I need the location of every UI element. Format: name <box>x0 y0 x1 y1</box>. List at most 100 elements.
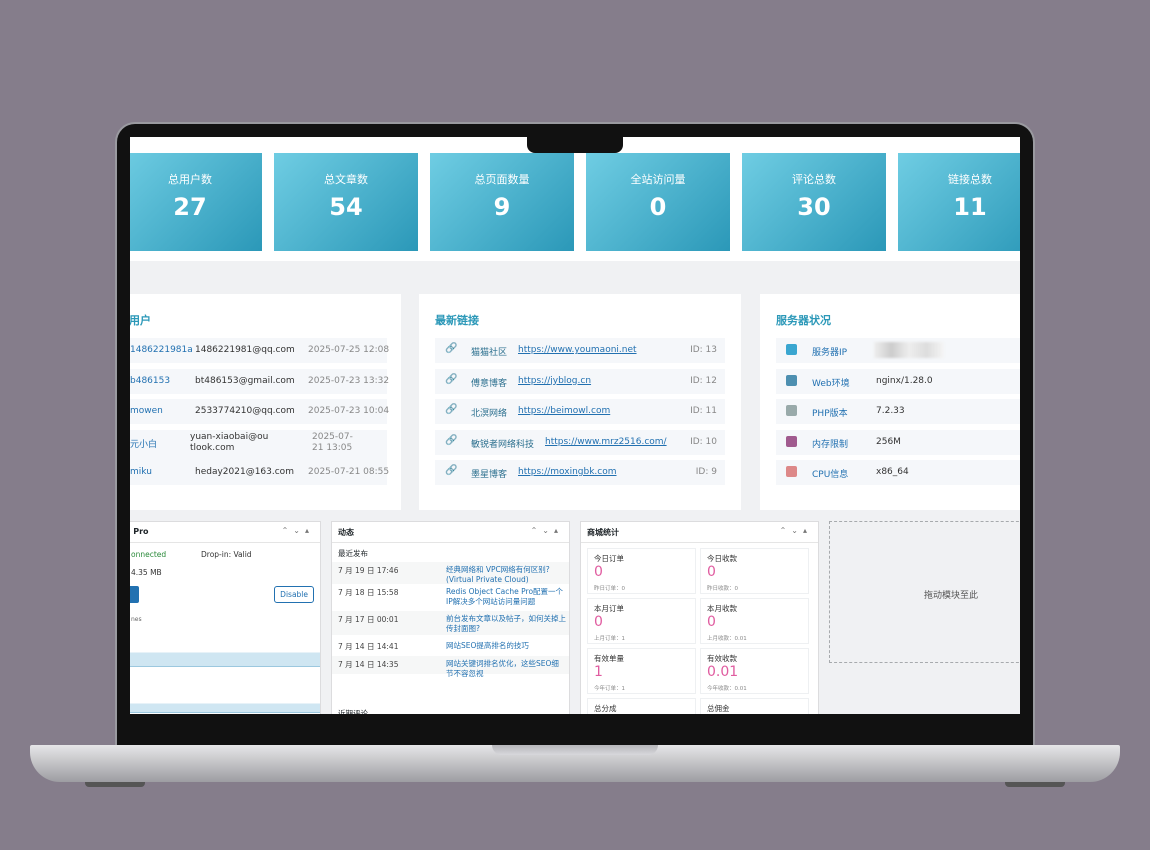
server-icon <box>786 466 797 477</box>
disable-button[interactable]: Disable <box>274 586 314 603</box>
link-id: ID: 12 <box>690 375 717 386</box>
shop-label: 有效单量 <box>594 654 624 663</box>
user-email: bt486153@gmail.com <box>195 375 295 386</box>
post-row: 7 月 19 日 17:46 经典网络和 VPC网络有何区别?(Virtual P… <box>332 562 569 586</box>
link-url[interactable]: https://jyblog.cn <box>518 375 592 386</box>
server-icon <box>786 344 797 355</box>
shop-value: 1 <box>594 664 603 680</box>
stat-value: 9 <box>493 193 511 221</box>
stat-label: 评论总数 <box>792 173 836 186</box>
server-label: 服务器IP <box>812 348 848 358</box>
user-name[interactable]: 元小白 <box>130 439 158 450</box>
link-row: 🔗 猫猫社区 https://www.youmaoni.net ID: 13 <box>435 338 725 363</box>
link-id: ID: 13 <box>690 345 717 355</box>
post-title[interactable]: 经典网络和 VPC网络有何区别?(Virtual Private Cloud) <box>446 565 550 584</box>
shop-label: 有效收款 <box>707 654 737 663</box>
stat-value: 0 <box>649 193 667 221</box>
shop-sub: 今年订单：1 <box>594 686 625 692</box>
link-id: ID: 11 <box>690 406 717 416</box>
widget-controls: ⌃⌄▴ <box>281 526 314 535</box>
server-value: nginx/1.28.0 <box>876 375 933 386</box>
stat-card: 评论总数 30 <box>742 153 886 251</box>
shop-sub: 昨日收款：0 <box>707 586 738 592</box>
shop-cell: 总佣金 <box>700 698 809 714</box>
shop-widget: 商城统计 ⌃⌄▴ 今日订单 0 昨日订单：0 今日收款 0 昨日收款：0 本月订单 0 上月订单：1… <box>580 521 819 714</box>
user-name[interactable]: b486153 <box>130 375 171 386</box>
stat-label: 全站访问量 <box>630 173 686 186</box>
post-row: 7 月 18 日 15:58 Redis Object Cache Pro配置一个… <box>332 584 569 608</box>
user-row: 元小白 yuan-xiaobai@outlook.com 2025-07-21 13… <box>130 429 387 460</box>
link-url[interactable]: https://beimowl.com <box>518 406 611 416</box>
stat-value: 54 <box>329 193 363 221</box>
link-url[interactable]: https://moxingbk.com <box>518 467 617 477</box>
user-name[interactable]: 1486221981a <box>130 345 193 355</box>
user-date: 2025-07-25 12:08 <box>308 345 390 355</box>
stat-value: 11 <box>953 193 987 221</box>
user-name[interactable]: miku <box>130 467 152 477</box>
server-label: PHP版本 <box>812 409 848 419</box>
shop-value: 0 <box>594 614 603 630</box>
link-icon: 🔗 <box>445 434 458 446</box>
widget-controls: ⌃⌄▴ <box>530 526 563 535</box>
link-icon: 🔗 <box>445 343 458 354</box>
camera-notch <box>527 137 623 153</box>
primary-button[interactable] <box>130 586 139 603</box>
widget-title: 动态 <box>338 528 354 537</box>
user-row: mowen 2533774210@qq.com 2025-07-23 10:04 <box>130 399 389 424</box>
server-row: PHP版本 7.2.33 <box>776 399 1020 424</box>
link-url[interactable]: https://www.youmaoni.net <box>518 345 637 355</box>
stat-card: 总文章数 54 <box>274 153 418 251</box>
stat-label: 总页面数量 <box>474 173 530 186</box>
shop-sub: 上月收款：0.01 <box>707 636 747 642</box>
link-row: 🔗 北溟网络 https://beimowl.com ID: 11 <box>435 399 725 424</box>
stat-value: 27 <box>173 193 207 221</box>
stat-card: 链接总数 11 <box>898 153 1020 251</box>
post-row: 7 月 17 日 00:01 前台发布文章以及帖子，如何关掉上传封面图? <box>332 611 569 635</box>
stat-label: 链接总数 <box>948 173 992 186</box>
shop-cell: 有效单量 1 今年订单：1 <box>587 648 696 694</box>
post-title[interactable]: Redis Object Cache Pro配置一个IP解决多个网站访问量问题 <box>446 587 564 606</box>
shop-cell: 本月收款 0 上月收款：0.01 <box>700 598 809 644</box>
shop-label: 本月订单 <box>594 604 624 613</box>
shop-value: 0 <box>594 564 603 580</box>
stat-value: 30 <box>797 193 831 221</box>
post-title[interactable]: 网站SEO提高排名的技巧 <box>446 641 529 650</box>
server-row: Web环境 nginx/1.28.0 <box>776 368 1020 394</box>
activity-widget: 动态 ⌃⌄▴ 最近发布 7 月 19 日 17:46 经典网络和 VPC网络有何区别?(… <box>331 521 570 714</box>
link-id: ID: 9 <box>695 467 717 477</box>
user-row: b486153 bt486153@gmail.com 2025-07-23 13:3… <box>130 368 390 394</box>
user-date: 2025-07-23 13:32 <box>308 375 390 386</box>
link-url[interactable]: https://www.mrz2516.com/ <box>545 436 667 447</box>
section-title: 近期评论 <box>338 709 368 714</box>
drop-zone-text: 拖动模块至此 <box>924 591 979 601</box>
shop-value: 0 <box>707 564 716 580</box>
stat-label: 总用户数 <box>168 173 212 186</box>
links-panel: 最新链接 🔗 猫猫社区 https://www.youmaoni.net ID: 13 🔗… <box>419 294 741 510</box>
post-title[interactable]: 前台发布文章以及帖子，如何关掉上传封面图? <box>446 614 566 633</box>
link-id: ID: 10 <box>690 436 717 447</box>
foot <box>85 782 145 787</box>
user-date: 2025-07-21 13:05 <box>312 431 353 453</box>
status: onnected <box>131 550 167 559</box>
shop-value: 0.01 <box>707 664 739 680</box>
panel-title: 服务器状况 <box>776 314 831 327</box>
widget-header: 商城统计 ⌃⌄▴ <box>581 522 818 543</box>
server-row: 服务器IP <box>776 338 1020 363</box>
shop-cell: 本月订单 0 上月订单：1 <box>587 598 696 644</box>
post-date: 7 月 14 日 14:41 <box>338 642 399 651</box>
header-band <box>130 137 1020 261</box>
link-name: 傅意博客 <box>471 378 508 389</box>
mini-chart <box>130 678 320 713</box>
server-label: CPU信息 <box>812 470 849 480</box>
shop-sub: 今年收款：0.01 <box>707 686 747 692</box>
server-label: 内存限制 <box>812 439 849 450</box>
screen: 总用户数 27 总文章数 54 总页面数量 9 全站访问量 0 评论总数 30 链接总数 11 册用户 1… <box>130 137 1020 714</box>
post-title[interactable]: 网站关键词排名优化，这些SEO细节不容忽视 <box>446 659 559 678</box>
drop-zone: 拖动模块至此 <box>829 521 1020 663</box>
user-email: 1486221981@qq.com <box>195 345 295 355</box>
chart-label: nes <box>131 616 142 623</box>
stat-card: 全站访问量 0 <box>586 153 730 251</box>
server-value: 7.2.33 <box>876 406 905 416</box>
user-name[interactable]: mowen <box>130 406 163 416</box>
